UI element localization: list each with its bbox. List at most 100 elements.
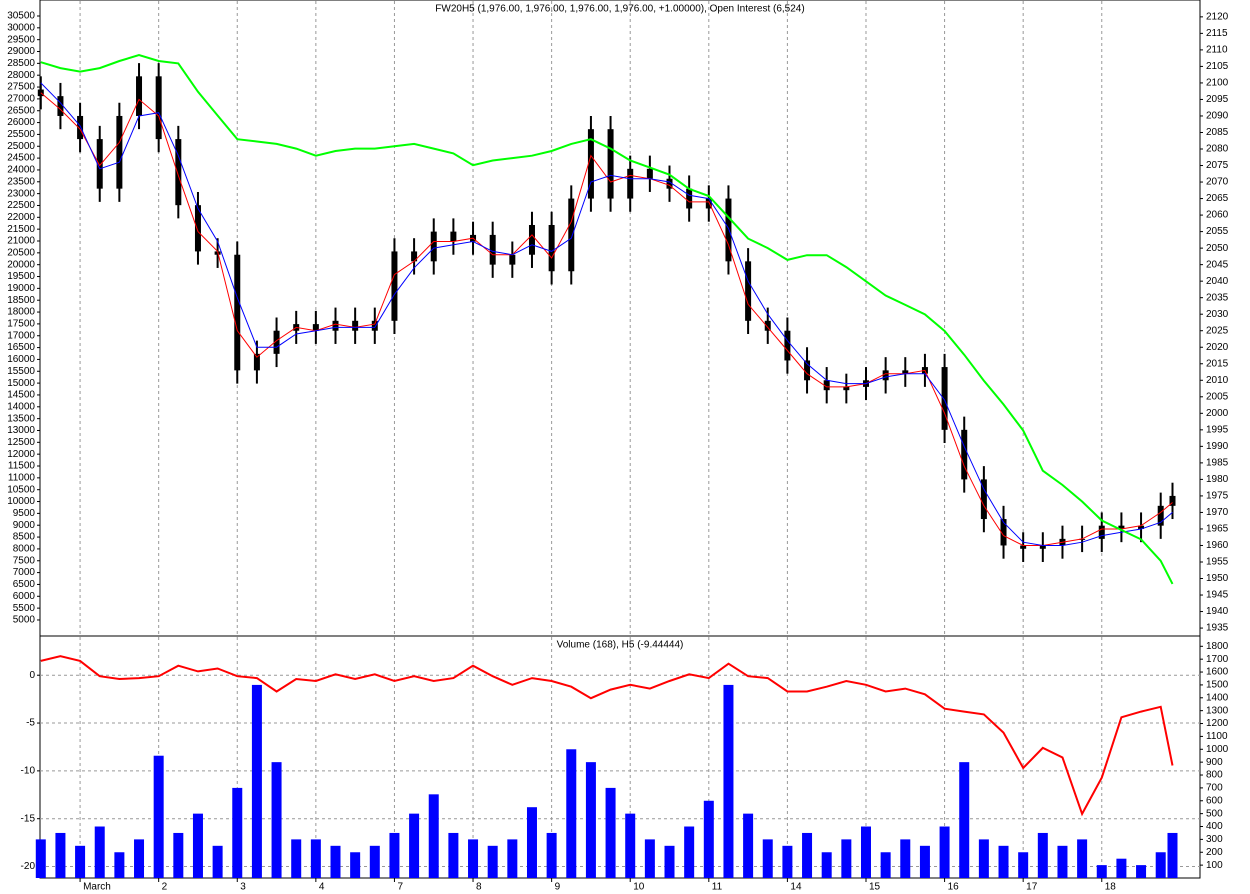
y-tick-label: 700	[1206, 783, 1223, 794]
y2-tick-label: 6000	[13, 591, 36, 602]
y2-tick-label: 11000	[8, 472, 36, 483]
series-line	[40, 655, 1174, 817]
y-tick-label: 1970	[1206, 507, 1229, 518]
candle-body	[489, 234, 496, 265]
y-tick-label: 1965	[1206, 524, 1229, 535]
y2-tick-label: 11500	[8, 461, 36, 472]
candle-body	[253, 353, 260, 371]
volume-bar	[35, 839, 46, 878]
candle-body	[1169, 495, 1176, 506]
volume-bar	[1057, 845, 1068, 878]
y-tick-label: 300	[1206, 834, 1223, 845]
y2-tick-label: 0	[29, 670, 35, 681]
candle-body	[509, 254, 516, 265]
y2-tick-label: 28500	[7, 58, 35, 69]
candle-body	[1000, 519, 1007, 546]
x-tick-label: March	[83, 882, 111, 893]
y2-tick-label: 14500	[7, 390, 35, 401]
y2-tick-label: -5	[26, 718, 35, 729]
volume-bar	[998, 845, 1009, 878]
y-tick-label: 2120	[1206, 11, 1229, 22]
volume-bar	[919, 845, 930, 878]
candle-body	[666, 178, 673, 189]
candle-body	[784, 330, 791, 361]
volume-bar	[507, 839, 518, 878]
volume-bar	[428, 794, 439, 878]
y-tick-label: 2045	[1206, 259, 1229, 270]
y2-tick-label: 19000	[7, 283, 35, 294]
volume-bar	[959, 762, 970, 878]
x-tick-label: 16	[948, 882, 960, 893]
y2-tick-label: 15500	[7, 366, 35, 377]
volume-bar	[939, 826, 950, 878]
y-tick-label: 2065	[1206, 193, 1229, 204]
candle-body	[57, 96, 64, 116]
volume-bar	[330, 845, 341, 878]
volume-bar	[1155, 852, 1166, 878]
y-tick-label: 1990	[1206, 441, 1229, 452]
y-tick-label: 2090	[1206, 111, 1229, 122]
y2-tick-label: 9500	[13, 508, 36, 519]
y-tick-label: 1100	[1206, 731, 1228, 742]
y2-tick-label: 12000	[7, 449, 35, 460]
y-tick-label: 2095	[1206, 94, 1229, 105]
y-tick-label: 500	[1206, 808, 1223, 819]
y-tick-label: 800	[1206, 770, 1223, 781]
volume-bar	[802, 832, 813, 878]
price-panel-frame	[39, 0, 1201, 637]
y-tick-label: 1950	[1206, 573, 1229, 584]
y2-tick-label: 24000	[7, 165, 35, 176]
volume-bar	[782, 845, 793, 878]
x-tick-label: 10	[633, 882, 645, 893]
y2-tick-label: 30000	[7, 22, 35, 33]
volume-bar	[1116, 858, 1127, 878]
volume-bar	[1037, 832, 1048, 878]
y2-tick-label: 21500	[7, 224, 35, 235]
series-line	[40, 54, 1174, 585]
volume-bar	[703, 800, 714, 878]
candle-body	[548, 224, 555, 272]
y-tick-label: 200	[1206, 847, 1223, 858]
y2-tick-label: 17500	[7, 319, 35, 330]
volume-bar	[880, 852, 891, 878]
volume-bar	[860, 826, 871, 878]
y2-tick-label: 12500	[7, 437, 35, 448]
y2-tick-label: 27000	[7, 94, 35, 105]
y-tick-label: 2085	[1206, 127, 1229, 138]
volume-bar	[173, 832, 184, 878]
volume-bar	[114, 852, 125, 878]
volume-bar	[350, 852, 361, 878]
volume-bar	[723, 684, 734, 878]
y2-tick-label: 13500	[7, 413, 35, 424]
y-tick-label: 2115	[1206, 28, 1228, 39]
y2-tick-label: 25500	[7, 129, 35, 140]
y-tick-label: 1995	[1206, 424, 1229, 435]
y2-tick-label: 10000	[7, 496, 35, 507]
x-tick-label: 7	[397, 882, 403, 893]
y2-tick-label: 26500	[7, 105, 35, 116]
y-tick-label: 1945	[1206, 590, 1229, 601]
y2-tick-label: 26000	[7, 117, 35, 128]
y-tick-label: 900	[1206, 757, 1223, 768]
y2-tick-label: 8500	[13, 532, 36, 543]
candle-body	[980, 479, 987, 520]
volume-bar	[310, 839, 321, 878]
candle-body	[116, 115, 123, 189]
volume-bar	[468, 839, 479, 878]
y-tick-label: 2015	[1206, 358, 1229, 369]
y-tick-label: 2005	[1206, 391, 1229, 402]
volume-bar	[1167, 832, 1178, 878]
volume-bar	[566, 749, 577, 878]
volume-bar	[1018, 852, 1029, 878]
y-tick-label: 2055	[1206, 226, 1229, 237]
volume-bar	[291, 839, 302, 878]
x-tick-label: 17	[1026, 882, 1038, 893]
volume-bar	[409, 813, 420, 878]
y-tick-label: 1700	[1206, 654, 1229, 665]
y2-tick-label: 15000	[7, 378, 35, 389]
y-tick-label: 1500	[1206, 680, 1229, 691]
y-tick-label: 400	[1206, 821, 1223, 832]
volume-bar	[55, 832, 66, 878]
y2-tick-label: -20	[21, 861, 36, 872]
candle-body	[312, 324, 319, 331]
